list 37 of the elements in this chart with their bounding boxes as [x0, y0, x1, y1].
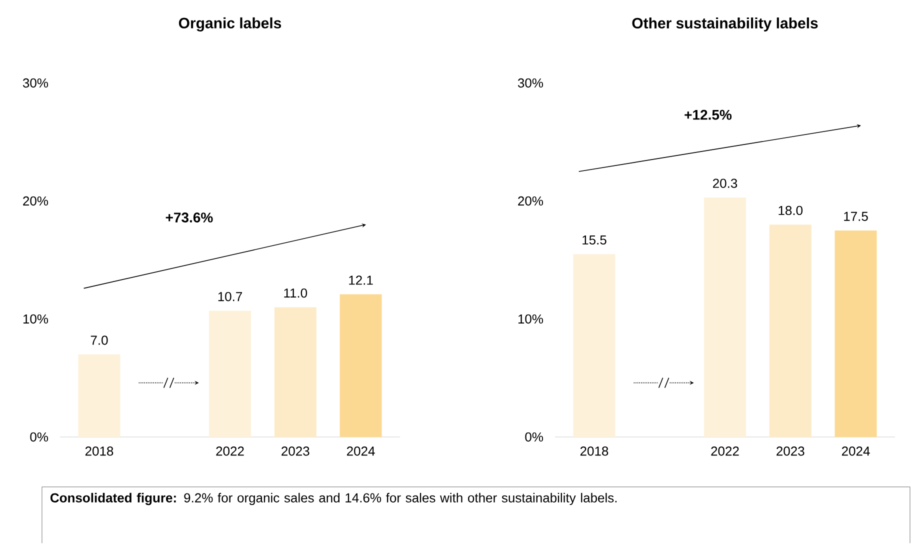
bar [704, 197, 746, 437]
x-tick-label: 2022 [711, 446, 739, 456]
x-tick-label: 2018 [580, 446, 608, 456]
bar [209, 310, 252, 437]
data-label: 11.0 [284, 288, 308, 298]
x-tick-label: 2022 [216, 446, 244, 456]
x-tick-label: 2024 [346, 446, 375, 456]
data-label: 15.5 [582, 235, 606, 245]
bar [834, 230, 877, 437]
text: Consolidated figure: 9.2% for organic sales and 14.6% for sales with other sustainability labels. [50, 492, 617, 506]
chart-title: Organic labels [178, 17, 282, 32]
bar [573, 254, 616, 437]
bar [274, 307, 316, 437]
annotation: +73.6% [166, 212, 213, 222]
y-tick-label: 20% [23, 196, 48, 206]
x-tick-label: 2024 [842, 446, 870, 456]
x-tick-label: 2023 [776, 446, 804, 456]
x-tick-label: 2023 [282, 446, 310, 456]
bar [769, 224, 812, 437]
x-tick-label: 2018 [85, 446, 114, 456]
data-label: 17.5 [844, 212, 868, 221]
data-label: 20.3 [713, 178, 738, 188]
annotation: +12.5% [684, 110, 732, 120]
y-tick-label: 30% [518, 78, 544, 88]
data-label: 12.1 [349, 276, 373, 285]
chart-title: Other sustainability labels [632, 17, 818, 32]
data-label: 18.0 [778, 206, 803, 216]
y-tick-label: 10% [518, 314, 544, 324]
data-label: 10.7 [218, 292, 242, 302]
bar [340, 294, 382, 437]
y-tick-label: 20% [518, 196, 544, 206]
data-label: 7.0 [90, 336, 108, 345]
y-tick-label: 0% [525, 432, 544, 442]
y-tick-label: 0% [30, 432, 48, 442]
y-tick-label: 10% [23, 314, 48, 324]
bar [78, 354, 120, 437]
y-tick-label: 30% [22, 78, 48, 88]
